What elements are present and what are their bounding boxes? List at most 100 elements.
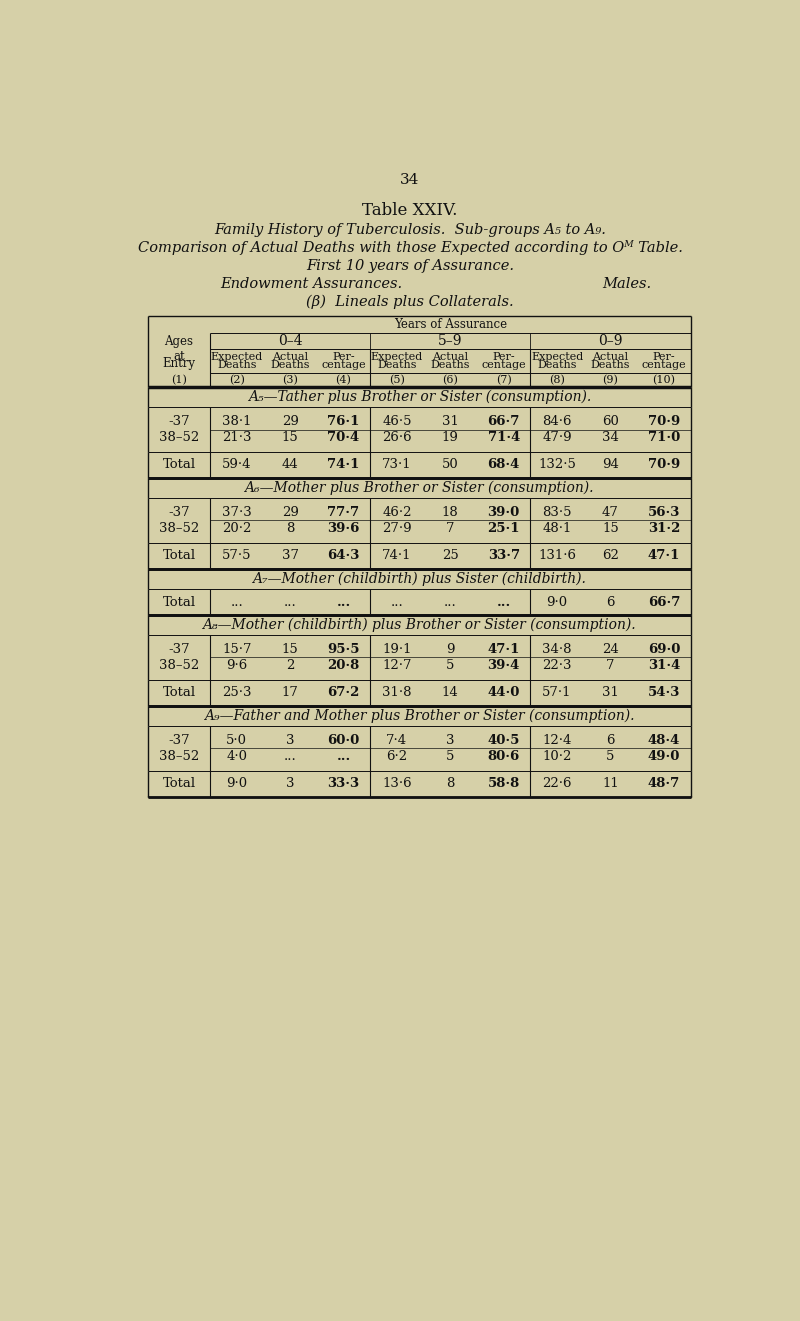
Text: 46·2: 46·2 xyxy=(382,506,412,519)
Text: (7): (7) xyxy=(496,375,511,386)
Text: 15: 15 xyxy=(282,643,298,657)
Text: (8): (8) xyxy=(549,375,565,386)
Text: Males.: Males. xyxy=(602,277,651,291)
Text: 3: 3 xyxy=(446,733,454,746)
Text: 29: 29 xyxy=(282,415,298,428)
Text: 40·5: 40·5 xyxy=(487,733,520,746)
Text: 31·4: 31·4 xyxy=(648,659,680,672)
Text: 25·1: 25·1 xyxy=(487,522,520,535)
Text: Endowment Assurances.: Endowment Assurances. xyxy=(220,277,402,291)
Text: (9): (9) xyxy=(602,375,618,386)
Text: 37: 37 xyxy=(282,550,298,563)
Text: 95·5: 95·5 xyxy=(327,643,360,657)
Text: -37: -37 xyxy=(168,415,190,428)
Text: 66·7: 66·7 xyxy=(487,415,520,428)
Text: 13·6: 13·6 xyxy=(382,777,412,790)
Text: (10): (10) xyxy=(652,375,675,386)
Text: ...: ... xyxy=(336,750,350,764)
Text: (5): (5) xyxy=(389,375,405,386)
Text: 5–9: 5–9 xyxy=(438,334,462,347)
Text: Per-: Per- xyxy=(653,351,675,362)
Text: 47·1: 47·1 xyxy=(648,550,680,563)
Text: 60: 60 xyxy=(602,415,619,428)
Text: ...: ... xyxy=(444,596,457,609)
Text: 0–4: 0–4 xyxy=(278,334,302,347)
Text: Deaths: Deaths xyxy=(270,361,310,370)
Text: 67·2: 67·2 xyxy=(327,687,360,699)
Text: ...: ... xyxy=(390,596,403,609)
Text: -37: -37 xyxy=(168,733,190,746)
Text: 69·0: 69·0 xyxy=(648,643,680,657)
Text: (1): (1) xyxy=(171,375,187,386)
Text: 15·7: 15·7 xyxy=(222,643,251,657)
Text: ...: ... xyxy=(230,596,243,609)
Text: 12·7: 12·7 xyxy=(382,659,412,672)
Text: Per-: Per- xyxy=(332,351,355,362)
Text: 77·7: 77·7 xyxy=(327,506,359,519)
Text: ...: ... xyxy=(284,596,297,609)
Text: Actual: Actual xyxy=(272,351,308,362)
Text: 18: 18 xyxy=(442,506,458,519)
Text: 3: 3 xyxy=(286,777,294,790)
Text: 68·4: 68·4 xyxy=(487,458,520,472)
Text: Deaths: Deaths xyxy=(430,361,470,370)
Text: (4): (4) xyxy=(335,375,351,386)
Text: 94: 94 xyxy=(602,458,619,472)
Text: centage: centage xyxy=(642,361,686,370)
Text: centage: centage xyxy=(482,361,526,370)
Text: 3: 3 xyxy=(286,733,294,746)
Text: Total: Total xyxy=(162,777,196,790)
Text: 71·0: 71·0 xyxy=(648,431,680,444)
Text: ...: ... xyxy=(284,750,297,764)
Text: 70·9: 70·9 xyxy=(648,458,680,472)
Text: 31·8: 31·8 xyxy=(382,687,412,699)
Text: 22·3: 22·3 xyxy=(542,659,572,672)
Text: Expected: Expected xyxy=(210,351,263,362)
Text: 38–52: 38–52 xyxy=(159,522,199,535)
Text: 47·1: 47·1 xyxy=(487,643,520,657)
Text: 5: 5 xyxy=(606,750,614,764)
Text: 39·4: 39·4 xyxy=(487,659,520,672)
Text: (3): (3) xyxy=(282,375,298,386)
Text: Expected: Expected xyxy=(531,351,583,362)
Text: 59·4: 59·4 xyxy=(222,458,251,472)
Text: 6: 6 xyxy=(606,733,614,746)
Text: 27·9: 27·9 xyxy=(382,522,412,535)
Text: (6): (6) xyxy=(442,375,458,386)
Text: 48·4: 48·4 xyxy=(648,733,680,746)
Text: Deaths: Deaths xyxy=(590,361,630,370)
Text: 132·5: 132·5 xyxy=(538,458,576,472)
Text: Comparison of Actual Deaths with those Expected according to Oᴹ Table.: Comparison of Actual Deaths with those E… xyxy=(138,240,682,255)
Text: 57·5: 57·5 xyxy=(222,550,251,563)
Text: A₉—Father and Mother plus Brother or Sister (consumption).: A₉—Father and Mother plus Brother or Sis… xyxy=(204,709,634,723)
Text: 19: 19 xyxy=(442,431,458,444)
Text: 58·8: 58·8 xyxy=(487,777,520,790)
Text: 131·6: 131·6 xyxy=(538,550,576,563)
Text: 20·8: 20·8 xyxy=(327,659,360,672)
Text: 80·6: 80·6 xyxy=(487,750,520,764)
Text: 9: 9 xyxy=(446,643,454,657)
Text: 8: 8 xyxy=(286,522,294,535)
Text: 66·7: 66·7 xyxy=(648,596,680,609)
Text: 57·1: 57·1 xyxy=(542,687,572,699)
Text: Ages: Ages xyxy=(165,334,194,347)
Text: 8: 8 xyxy=(446,777,454,790)
Text: 17: 17 xyxy=(282,687,298,699)
Text: Expected: Expected xyxy=(370,351,423,362)
Text: 9·0: 9·0 xyxy=(226,777,247,790)
Text: 64·3: 64·3 xyxy=(327,550,360,563)
Text: 38–52: 38–52 xyxy=(159,431,199,444)
Text: 84·6: 84·6 xyxy=(542,415,572,428)
Text: 14: 14 xyxy=(442,687,458,699)
Text: Table XXIV.: Table XXIV. xyxy=(362,202,458,219)
Text: 33·7: 33·7 xyxy=(488,550,520,563)
Text: A₆—Mother plus Brother or Sister (consumption).: A₆—Mother plus Brother or Sister (consum… xyxy=(245,481,594,495)
Text: 5: 5 xyxy=(446,659,454,672)
Text: 37·3: 37·3 xyxy=(222,506,252,519)
Text: Total: Total xyxy=(162,687,196,699)
Text: 31: 31 xyxy=(602,687,619,699)
Text: 49·0: 49·0 xyxy=(648,750,680,764)
Text: 33·3: 33·3 xyxy=(327,777,359,790)
Text: 6·2: 6·2 xyxy=(386,750,407,764)
Text: centage: centage xyxy=(322,361,366,370)
